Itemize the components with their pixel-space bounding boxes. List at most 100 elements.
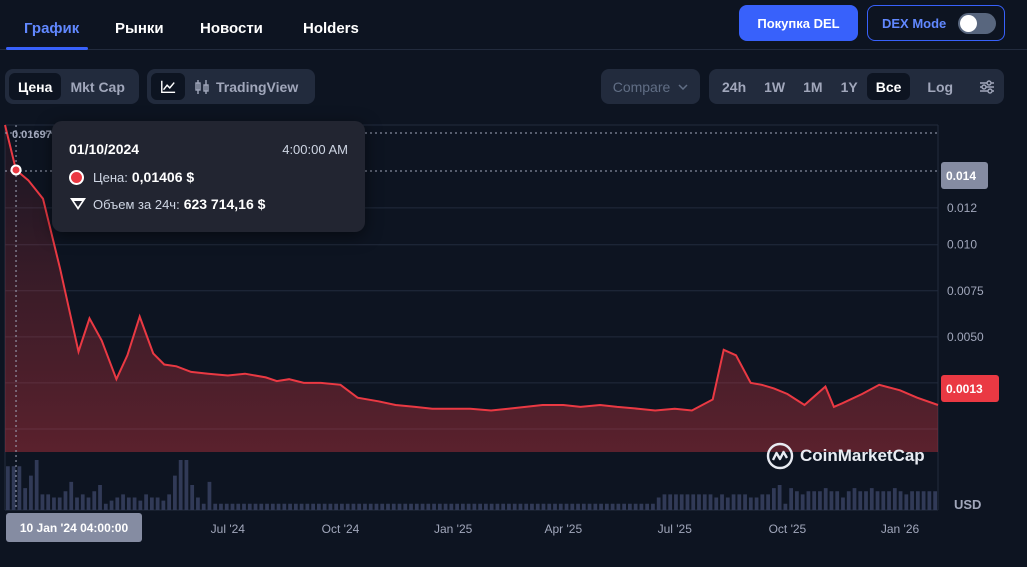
x-tick-label: Jan '26 [881, 522, 920, 536]
y-tick-label: 0.012 [947, 201, 977, 215]
volume-bar [161, 500, 166, 510]
price-line [4, 124, 939, 412]
volume-bar [397, 503, 402, 510]
top-nav: График Рынки Новости Holders Покупка DEL… [0, 0, 1027, 50]
hover-point [10, 164, 22, 176]
volume-bar [230, 503, 235, 510]
volume-bar [34, 460, 39, 510]
metric-mktcap-button[interactable]: Mkt Cap [70, 78, 125, 95]
tab-chart[interactable]: График [24, 20, 80, 37]
volume-bar [651, 503, 655, 510]
dex-mode-toggle[interactable]: DEX Mode [867, 5, 1005, 41]
volume-bar [524, 503, 529, 510]
x-axis-labels: Jul '24 Oct '24 Jan '25 Apr '25 Jul '25 Oct '… [211, 522, 920, 536]
y-tick-label: 0.0075 [947, 284, 984, 298]
volume-bar [460, 503, 465, 510]
volume-bar [783, 503, 788, 510]
volume-bar [800, 494, 805, 510]
log-scale-button[interactable]: Log [927, 78, 954, 95]
range-all-button[interactable]: Все [866, 73, 911, 100]
volume-bar [812, 491, 817, 510]
volume-bar [806, 491, 811, 510]
line-chart-icon [161, 80, 176, 93]
tab-markets[interactable]: Рынки [115, 20, 164, 37]
volume-bar [57, 497, 62, 510]
range-1m-button[interactable]: 1M [803, 78, 823, 95]
chart-settings-button[interactable] [970, 73, 1004, 100]
buy-button[interactable]: Покупка DEL [739, 5, 858, 41]
volume-bar [334, 503, 339, 510]
range-1w-button[interactable]: 1W [764, 78, 786, 95]
tooltip-date: 01/10/2024 [69, 141, 140, 157]
volume-bar [668, 494, 673, 510]
volume-bar [869, 488, 874, 510]
volume-bar [414, 503, 419, 510]
range-24h-button[interactable]: 24h [722, 78, 747, 95]
volume-bar [98, 485, 102, 510]
compare-dropdown[interactable]: Compare [601, 69, 700, 104]
volume-bar [846, 491, 851, 510]
volume-bar [915, 491, 920, 510]
active-tab-underline [6, 47, 88, 50]
metric-switch: Цена Mkt Cap [5, 69, 139, 104]
volume-bar [259, 503, 264, 510]
volume-bar [512, 503, 517, 510]
volume-bar [795, 491, 799, 510]
volume-bar [604, 503, 609, 510]
volume-bar [288, 503, 292, 510]
volume-bar [167, 494, 172, 510]
volume-bar [852, 488, 857, 510]
volume-bar [478, 503, 483, 510]
volume-bar [737, 494, 742, 510]
volume-bar [622, 503, 626, 510]
volume-bar [495, 503, 500, 510]
coinmarketcap-logo-icon [766, 442, 794, 470]
volume-bar [743, 494, 747, 510]
range-1y-button[interactable]: 1Y [840, 78, 858, 95]
volume-bar [599, 503, 603, 510]
volume-bar [322, 503, 327, 510]
x-tick-label: Jan '25 [434, 522, 473, 536]
volume-bars [6, 460, 937, 510]
line-chart-button[interactable] [151, 73, 185, 100]
tab-holders[interactable]: Holders [303, 20, 359, 37]
volume-bar [144, 494, 148, 510]
volume-bar [282, 503, 287, 510]
volume-bar [391, 503, 396, 510]
tradingview-button[interactable]: TradingView [185, 73, 307, 100]
volume-bar [109, 500, 114, 510]
metric-price-button[interactable]: Цена [9, 73, 62, 100]
hover-date-tag: 10 Jan '24 04:00:00 [6, 513, 142, 542]
tab-news[interactable]: Новости [200, 20, 263, 37]
volume-bar [173, 475, 177, 510]
volume-bar [702, 494, 707, 510]
volume-bar [449, 503, 454, 510]
first-price-label: 0.01697 [12, 129, 52, 141]
volume-icon [70, 198, 86, 210]
volume-bar [616, 503, 621, 510]
price-area [5, 125, 938, 452]
dex-mode-label: DEX Mode [882, 15, 947, 31]
volume-bar [818, 491, 822, 510]
volume-bar [69, 481, 74, 510]
volume-bar [639, 503, 644, 510]
toggle-switch[interactable] [958, 13, 996, 34]
volume-bar [748, 497, 753, 510]
volume-bar [178, 460, 183, 510]
volume-bar [691, 494, 696, 510]
volume-bar [103, 503, 108, 510]
volume-bar [645, 503, 650, 510]
watermark-label: CoinMarketCap [800, 446, 925, 465]
volume-bar [270, 503, 275, 510]
volume-bar [679, 494, 684, 510]
candlestick-icon [195, 79, 209, 94]
volume-bar [547, 503, 552, 510]
volume-bar [685, 494, 690, 510]
volume-bar [789, 488, 794, 510]
volume-bar [674, 494, 678, 510]
range-switch: 24h 1W 1M 1Y Все Log [709, 69, 1004, 104]
volume-bar [754, 497, 759, 510]
volume-bar [904, 494, 909, 510]
volume-bar [633, 503, 638, 510]
